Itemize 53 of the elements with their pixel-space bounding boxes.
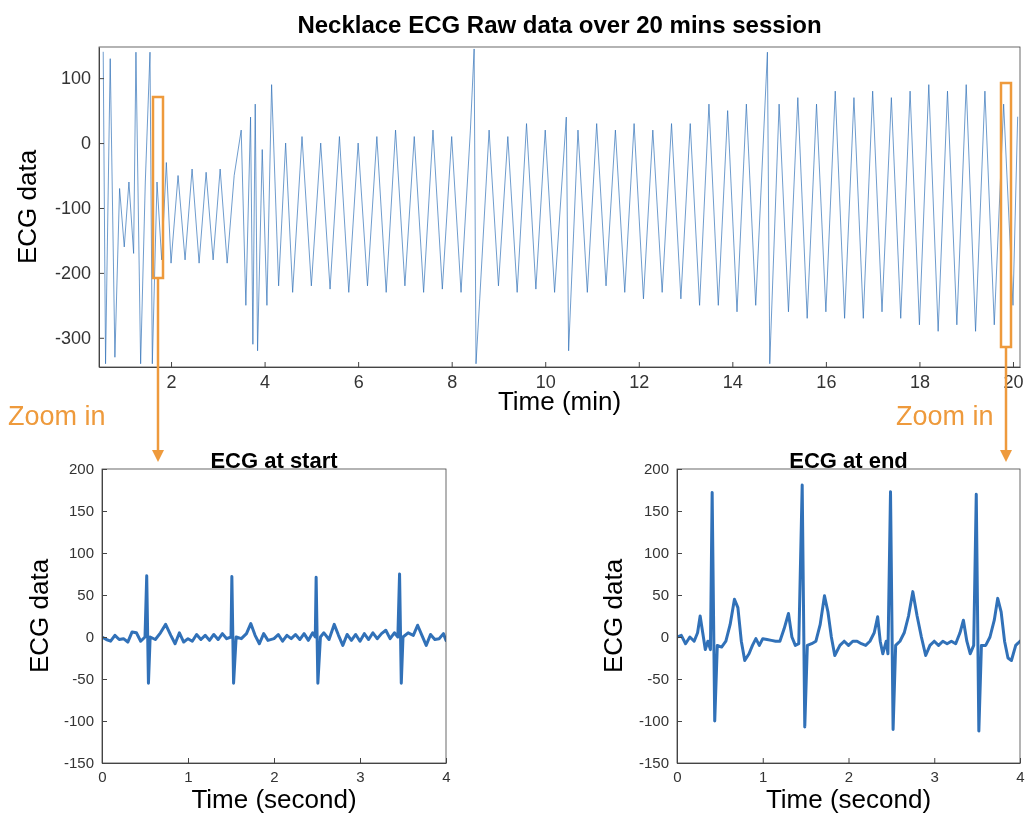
y-tick-label: 0 xyxy=(85,628,94,646)
y-axis-title: ECG data xyxy=(24,558,54,674)
x-tick-label: 18 xyxy=(909,371,930,392)
y-tick-label: 0 xyxy=(660,628,669,646)
y-tick-label: 0 xyxy=(80,133,91,154)
text: Zoom in xyxy=(8,401,106,431)
x-axis-title: Time (second) xyxy=(765,784,932,814)
x-tick-label: 14 xyxy=(722,371,743,392)
x-tick-label: 0 xyxy=(98,767,107,785)
x-tick-label: 8 xyxy=(447,371,458,392)
x-tick-label: 3 xyxy=(356,767,365,785)
y-tick-label: 50 xyxy=(77,586,94,604)
x-tick-label: 1 xyxy=(184,767,193,785)
y-tick-label: -150 xyxy=(63,754,94,772)
line-series xyxy=(102,572,446,685)
chart-title: ECG at start xyxy=(210,447,339,473)
y-tick-label: 100 xyxy=(60,68,91,89)
y-tick-label: 150 xyxy=(643,502,669,520)
x-tick-label: 2 xyxy=(844,767,854,785)
y-tick-label: -100 xyxy=(638,712,669,730)
text: Zoom in xyxy=(896,401,994,431)
x-tick-label: 2 xyxy=(166,371,177,392)
y-tick-label: -200 xyxy=(54,263,91,284)
y-tick-label: 200 xyxy=(68,460,94,478)
y-tick-label: -150 xyxy=(638,754,669,772)
y-tick-label: -100 xyxy=(63,712,94,730)
x-tick-label: 4 xyxy=(260,371,271,392)
y-tick-label: -50 xyxy=(647,670,669,688)
x-tick-label: 6 xyxy=(353,371,364,392)
line-series xyxy=(102,48,1019,365)
y-tick-label: -300 xyxy=(54,328,91,349)
x-tick-label: 1 xyxy=(759,767,768,785)
x-tick-label: 2 xyxy=(270,767,279,785)
x-tick-label: 3 xyxy=(930,767,939,785)
y-tick-label: 50 xyxy=(652,586,669,604)
x-tick-label: 10 xyxy=(535,371,556,392)
chart-title: ECG at end xyxy=(789,447,908,473)
x-tick-label: 0 xyxy=(673,767,682,785)
y-axis-title: ECG data xyxy=(12,149,42,265)
x-tick-label: 4 xyxy=(1016,767,1025,785)
y-tick-label: -100 xyxy=(54,198,91,219)
x-axis-title: Time (second) xyxy=(191,784,357,814)
line-series xyxy=(677,483,1020,733)
y-tick-label: 100 xyxy=(643,544,669,562)
y-tick-label: 100 xyxy=(68,544,94,562)
x-tick-label: 4 xyxy=(442,767,451,785)
x-tick-label: 12 xyxy=(629,371,650,392)
y-tick-label: -50 xyxy=(72,670,94,688)
y-tick-label: 150 xyxy=(68,502,94,520)
chart-title: Necklace ECG Raw data over 20 mins session xyxy=(297,11,822,39)
y-tick-label: 200 xyxy=(643,460,669,478)
x-tick-label: 16 xyxy=(816,371,837,392)
y-axis-title: ECG data xyxy=(598,558,628,674)
